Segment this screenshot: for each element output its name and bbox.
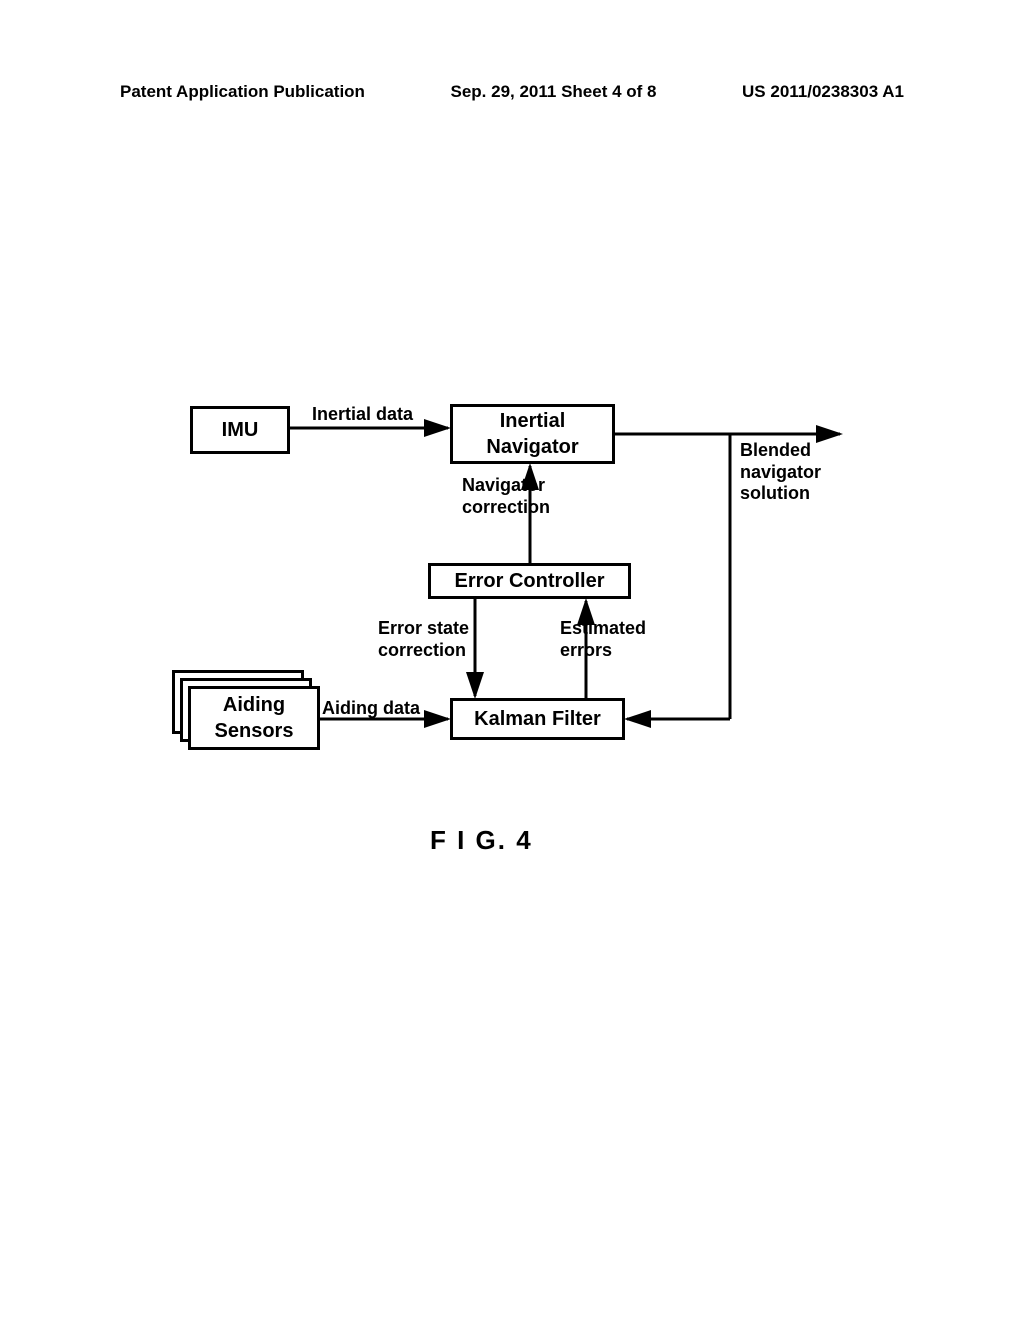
inertial-data-label: Inertial data [312,404,413,426]
imu-label: IMU [222,417,259,443]
error-controller-label: Error Controller [454,568,604,594]
estimated-errors-label: Estimated errors [560,618,646,661]
aiding-sensors-node: Aiding Sensors [188,686,320,750]
aiding-data-label: Aiding data [322,698,420,720]
flowchart-diagram: IMU Inertial Navigator Error Controller … [0,0,1024,1320]
error-state-correction-label: Error state correction [378,618,469,661]
navigator-correction-label: Navigator correction [462,475,550,518]
kalman-filter-label: Kalman Filter [474,706,601,732]
blended-solution-label: Blended navigator solution [740,440,821,505]
inertial-navigator-node: Inertial Navigator [450,404,615,464]
error-controller-node: Error Controller [428,563,631,599]
inertial-navigator-label: Inertial Navigator [486,408,578,460]
aiding-sensors-label: Aiding Sensors [215,692,294,744]
kalman-filter-node: Kalman Filter [450,698,625,740]
imu-node: IMU [190,406,290,454]
flowchart-arrows [0,0,1024,1320]
figure-caption: F I G. 4 [430,825,533,856]
